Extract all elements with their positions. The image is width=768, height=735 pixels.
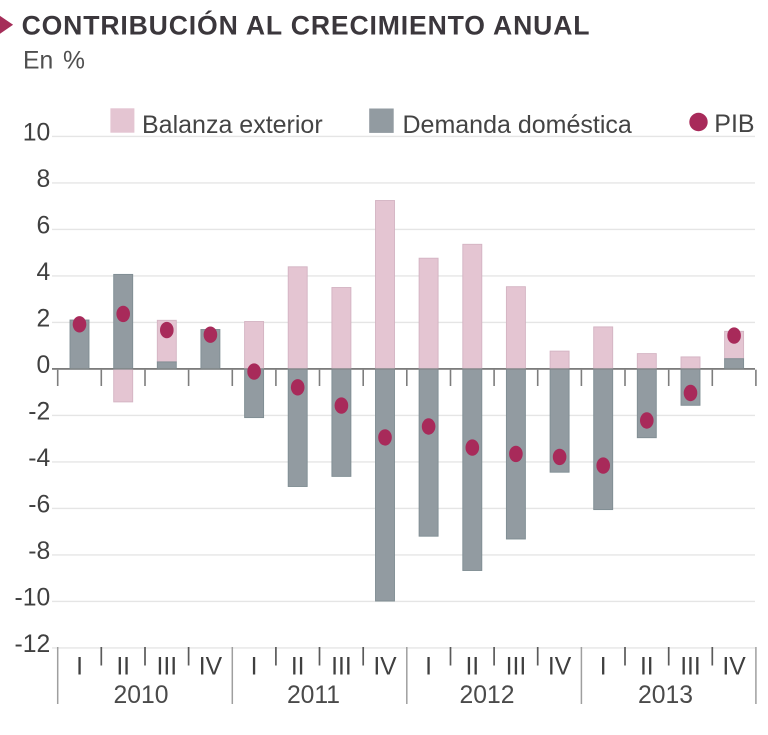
svg-text:III: III: [680, 654, 701, 681]
svg-text:III: III: [331, 654, 352, 681]
svg-text:II: II: [116, 654, 130, 681]
svg-text:0: 0: [36, 352, 50, 379]
svg-text:8: 8: [36, 166, 50, 193]
svg-text:IV: IV: [373, 654, 397, 681]
svg-text:-8: -8: [28, 538, 50, 565]
svg-text:-10: -10: [15, 585, 51, 612]
svg-text:IV: IV: [548, 654, 572, 681]
svg-text:I: I: [76, 654, 83, 681]
svg-text:II: II: [465, 654, 479, 681]
svg-text:Balanza exterior: Balanza exterior: [142, 111, 323, 139]
svg-text:-6: -6: [28, 492, 50, 519]
svg-text:-4: -4: [28, 445, 50, 472]
svg-text:En: En: [23, 48, 53, 75]
svg-text:4: 4: [36, 259, 50, 286]
svg-text:-2: -2: [28, 399, 50, 426]
svg-text:III: III: [157, 654, 178, 681]
svg-text:2011: 2011: [287, 682, 340, 709]
svg-text:II: II: [640, 654, 654, 681]
svg-text:I: I: [251, 654, 258, 681]
svg-text:2: 2: [36, 306, 50, 333]
svg-text:II: II: [291, 654, 305, 681]
svg-text:2010: 2010: [114, 682, 169, 709]
svg-text:IV: IV: [199, 654, 223, 681]
svg-text:I: I: [425, 654, 432, 681]
svg-text:I: I: [600, 654, 607, 681]
svg-text:-12: -12: [15, 631, 51, 658]
svg-text:6: 6: [36, 213, 50, 240]
svg-text:10: 10: [23, 120, 50, 147]
svg-text:III: III: [506, 654, 527, 681]
svg-text:2013: 2013: [638, 682, 693, 709]
svg-text:IV: IV: [722, 654, 746, 681]
svg-text:Demanda doméstica: Demanda doméstica: [403, 111, 632, 139]
svg-text:%: %: [63, 48, 85, 75]
svg-text:2012: 2012: [460, 682, 515, 709]
svg-text:CONTRIBUCIÓN AL CRECIMIENTO AN: CONTRIBUCIÓN AL CRECIMIENTO ANUAL: [22, 11, 591, 41]
svg-text:PIB: PIB: [714, 110, 754, 138]
